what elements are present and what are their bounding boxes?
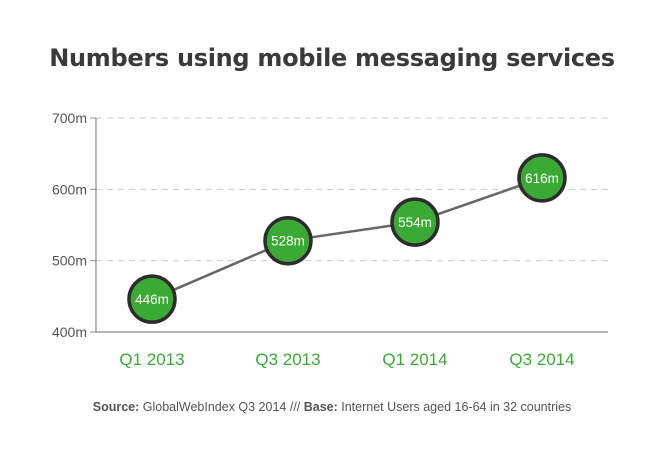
y-tick-label: 500m	[52, 253, 87, 269]
base-text: Internet Users aged 16-64 in 32 countrie…	[337, 400, 572, 414]
data-label: 616m	[525, 171, 559, 186]
base-label: Base:	[303, 400, 338, 414]
data-point	[263, 215, 313, 266]
x-tick-label: Q3 2013	[255, 350, 320, 369]
data-point	[517, 153, 567, 203]
y-tick-label: 700m	[52, 110, 87, 126]
y-tick-label: 400m	[52, 324, 87, 340]
y-tick-label: 600m	[52, 181, 87, 197]
x-tick-label: Q3 2014	[509, 350, 574, 369]
x-tick-label: Q1 2013	[119, 350, 184, 369]
data-label: 528m	[271, 234, 305, 249]
x-tick-label: Q1 2014	[382, 350, 447, 369]
source-label: Source:	[92, 400, 140, 414]
chart-title: Numbers using mobile messaging services	[49, 44, 615, 72]
source-note: Source: GlobalWebIndex Q3 2014 /// Base:…	[0, 400, 664, 414]
data-label: 446m	[135, 292, 169, 307]
data-point	[390, 197, 440, 247]
data-label: 554m	[398, 215, 432, 230]
source-text: GlobalWebIndex Q3 2014 ///	[139, 400, 304, 414]
data-point	[127, 274, 177, 324]
